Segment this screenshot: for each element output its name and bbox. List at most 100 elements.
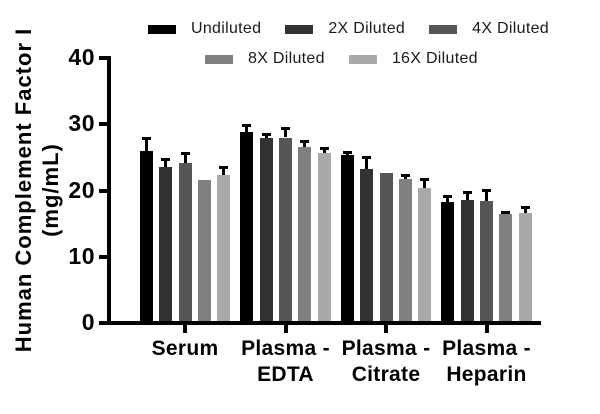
error-bar-cap-plasma-edta-4x-diluted: [281, 127, 290, 131]
error-bar-plasma-edta-4x-diluted: [284, 128, 287, 138]
bar-serum-16x-diluted: [217, 175, 231, 325]
y-axis-title-line1: Human Complement Factor I: [11, 27, 36, 353]
x-axis-line: [107, 321, 541, 325]
legend-row-1: Undiluted 2X Diluted 4X Diluted: [148, 20, 549, 38]
y-tick-20: [99, 188, 107, 193]
legend-item-2x-diluted: 2X Diluted: [285, 20, 405, 38]
x-category-label-line: Plasma -: [241, 337, 330, 360]
error-bar-cap-plasma-citrate-undiluted: [342, 151, 352, 155]
x-tick-plasma-edta: [283, 325, 288, 333]
bar-plasma-edta-8x-diluted: [298, 146, 312, 325]
y-tick-label-20: 20: [68, 176, 95, 203]
error-bar-plasma-edta-undiluted: [245, 124, 249, 133]
error-bar-cap-plasma-heparin-undiluted: [443, 195, 453, 199]
error-bar-cap-plasma-heparin-16x-diluted: [520, 206, 530, 210]
legend-item-4x-diluted: 4X Diluted: [429, 20, 549, 38]
bar-plasma-heparin-undiluted: [441, 201, 455, 325]
legend-label-8x-diluted: 8X Diluted: [248, 50, 325, 67]
error-bar-cap-plasma-edta-16x-diluted: [319, 147, 329, 151]
error-bar-plasma-edta-2x-diluted: [264, 133, 268, 139]
bar-plasma-edta-4x-diluted: [279, 137, 292, 325]
error-bar-plasma-heparin-2x-diluted: [465, 191, 469, 200]
error-bar-cap-plasma-heparin-4x-diluted: [482, 188, 491, 192]
bar-serum-4x-diluted: [178, 162, 192, 325]
legend-swatch-icon-4x-diluted: [429, 24, 458, 34]
bar-plasma-heparin-8x-diluted: [499, 214, 513, 325]
x-category-label-line: Plasma -: [442, 337, 531, 360]
error-bar-cap-plasma-edta-8x-diluted: [300, 140, 310, 144]
y-tick-label-30: 30: [68, 110, 95, 137]
x-category-label-line: Serum: [151, 337, 219, 360]
x-category-label-line: Citrate: [351, 363, 421, 386]
error-bar-serum-2x-diluted: [164, 158, 168, 167]
error-bar-serum-4x-diluted: [183, 152, 187, 163]
error-bar-serum-16x-diluted: [222, 167, 226, 176]
bar-plasma-edta-undiluted: [240, 132, 254, 325]
y-tick-0: [99, 321, 107, 325]
bar-plasma-edta-16x-diluted: [317, 153, 331, 325]
x-tick-plasma-citrate: [384, 325, 388, 333]
x-tick-serum: [183, 325, 187, 333]
error-bar-cap-serum-4x-diluted: [180, 151, 190, 155]
x-category-label-plasma-edta: Plasma - EDTA: [211, 336, 361, 388]
error-bar-cap-plasma-citrate-2x-diluted: [362, 155, 372, 159]
error-bar-cap-plasma-citrate-8x-diluted: [400, 173, 410, 177]
legend-item-undiluted: Undiluted: [148, 20, 261, 38]
bar-plasma-heparin-4x-diluted: [480, 201, 493, 325]
bar-serum-undiluted: [139, 150, 153, 325]
x-category-label-line: Heparin: [446, 363, 527, 386]
x-category-label-line: EDTA: [257, 363, 314, 386]
error-bar-plasma-citrate-8x-diluted: [403, 174, 407, 180]
error-bar-plasma-heparin-16x-diluted: [523, 207, 527, 214]
x-tick-plasma-heparin: [484, 325, 489, 333]
legend-item-16x-diluted: 16X Diluted: [348, 50, 478, 68]
legend-swatch-icon-16x-diluted: [348, 54, 377, 64]
bar-plasma-edta-2x-diluted: [259, 138, 273, 325]
error-bar-plasma-citrate-2x-diluted: [365, 156, 369, 170]
bar-plasma-citrate-2x-diluted: [360, 169, 374, 325]
legend-row-2: 8X Diluted 16X Diluted: [205, 50, 478, 68]
legend-label-undiluted: Undiluted: [191, 20, 262, 37]
x-category-label-line: Plasma -: [341, 337, 431, 360]
bar-plasma-heparin-16x-diluted: [518, 213, 532, 325]
error-bar-cap-plasma-heparin-2x-diluted: [462, 190, 472, 194]
error-bar-cap-serum-2x-diluted: [161, 157, 171, 161]
y-tick-label-0: 0: [81, 309, 95, 335]
error-bar-cap-plasma-heparin-8x-diluted: [501, 210, 511, 214]
error-bar-cap-serum-undiluted: [141, 136, 151, 140]
legend-item-8x-diluted: 8X Diluted: [205, 50, 325, 68]
bar-serum-8x-diluted: [197, 179, 211, 325]
error-bar-serum-undiluted: [144, 137, 148, 151]
bar-serum-2x-diluted: [159, 166, 173, 325]
error-bar-plasma-citrate-16x-diluted: [423, 178, 427, 188]
error-bar-plasma-edta-8x-diluted: [303, 141, 307, 147]
bar-plasma-citrate-4x-diluted: [379, 173, 393, 325]
error-bar-cap-plasma-edta-2x-diluted: [261, 132, 271, 136]
x-category-label-serum: Serum: [110, 336, 260, 362]
y-tick-label-10: 10: [68, 242, 95, 269]
error-bar-cap-plasma-citrate-16x-diluted: [420, 177, 430, 181]
y-tick-10: [99, 254, 107, 259]
bar-plasma-citrate-undiluted: [340, 154, 354, 325]
bar-plasma-citrate-8x-diluted: [398, 179, 412, 325]
y-tick-30: [99, 122, 107, 127]
legend-label-2x-diluted: 2X Diluted: [328, 20, 406, 37]
legend-swatch-icon-undiluted: [148, 24, 176, 34]
y-tick-40: [99, 56, 107, 60]
bar-plasma-citrate-16x-diluted: [418, 187, 432, 325]
legend-swatch-icon-2x-diluted: [285, 24, 314, 34]
legend-label-4x-diluted: 4X Diluted: [472, 20, 549, 37]
error-bar-plasma-heparin-undiluted: [446, 196, 450, 202]
error-bar-plasma-heparin-4x-diluted: [485, 189, 488, 202]
bar-plasma-heparin-2x-diluted: [460, 199, 474, 325]
x-category-label-plasma-citrate: Plasma - Citrate: [311, 336, 461, 388]
x-category-label-plasma-heparin: Plasma - Heparin: [412, 336, 562, 388]
error-bar-cap-plasma-edta-undiluted: [242, 123, 252, 127]
error-bar-plasma-edta-16x-diluted: [322, 148, 326, 154]
legend-label-16x-diluted: 16X Diluted: [391, 50, 478, 67]
y-tick-label-40: 40: [68, 44, 95, 70]
legend-swatch-icon-8x-diluted: [205, 54, 233, 64]
error-bar-cap-serum-16x-diluted: [219, 166, 229, 170]
y-axis-line: [107, 56, 111, 325]
